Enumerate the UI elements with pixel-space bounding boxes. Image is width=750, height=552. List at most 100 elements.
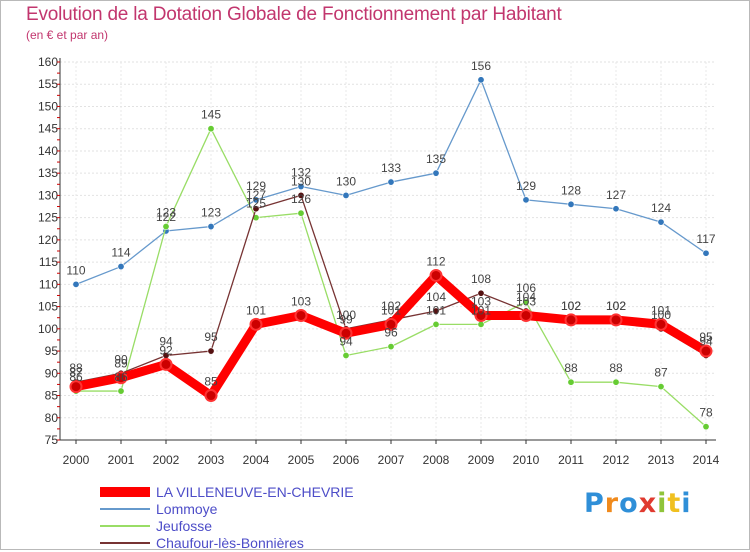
data-point [702,423,710,431]
data-label: 86 [114,370,128,384]
data-label: 104 [516,290,536,304]
data-point [519,308,533,322]
data-label: 85 [204,375,218,389]
y-tick-label: 135 [38,166,58,180]
y-tick-label: 100 [38,322,58,336]
data-label: 127 [606,188,626,202]
data-point [117,263,125,271]
data-label: 122 [156,210,176,224]
legend-swatch [100,487,150,497]
data-label: 130 [336,174,356,188]
data-label: 96 [384,326,398,340]
data-label: 135 [426,152,446,166]
data-label: 124 [651,201,671,215]
y-tick-label: 155 [38,77,58,91]
x-tick-label: 2011 [558,453,584,467]
data-point [204,389,218,403]
data-point [342,191,350,199]
data-point [159,357,173,371]
data-point [474,308,488,322]
series-layer [69,76,713,431]
legend-label: Lommoye [156,501,218,517]
legend-swatch [100,542,150,544]
data-point [207,223,215,231]
legend-swatch [100,525,150,527]
x-tick-label: 2003 [198,453,225,467]
chart-subtitle: (en € et par an) [26,28,109,42]
x-tick-label: 2002 [153,453,180,467]
chart-title: Evolution de la Dotation Globale de Fonc… [26,4,562,25]
data-point [432,320,440,328]
data-point [162,223,170,231]
data-point [612,205,620,213]
y-tick-label: 150 [38,99,58,113]
data-label: 133 [381,161,401,175]
data-label: 103 [516,294,536,308]
data-label: 95 [699,330,713,344]
data-point [207,125,215,133]
data-label: 129 [516,179,536,193]
logo-letter: o [619,488,639,519]
data-label: 92 [159,343,173,357]
y-tick-label: 120 [38,233,58,247]
x-tick-label: 2006 [333,453,360,467]
x-tick-label: 2009 [468,453,495,467]
data-point [387,178,395,186]
data-label: 106 [516,281,536,295]
data-point [249,317,263,331]
data-label: 110 [66,263,85,277]
data-point [567,200,575,208]
y-tick-label: 90 [45,366,59,380]
data-label: 156 [471,59,491,73]
data-point [117,387,125,395]
data-point [342,352,350,360]
data-point [339,326,353,340]
data-label: 102 [561,299,581,313]
data-point [252,196,260,204]
data-point [69,380,83,394]
data-label: 99 [339,312,353,326]
data-label: 101 [381,303,401,317]
data-point [609,313,623,327]
legend-label: Jeufosse [156,518,213,534]
data-label: 103 [471,294,491,308]
data-label: 114 [111,246,130,260]
logo-letter: P [584,488,605,519]
data-label: 123 [156,206,176,220]
data-label: 88 [69,361,83,375]
data-point [654,317,668,331]
data-point [114,371,128,385]
data-label: 108 [471,272,491,286]
data-label: 94 [699,335,713,349]
data-label: 101 [426,303,446,317]
data-label: 86 [69,370,83,384]
data-label: 89 [114,357,128,371]
data-label: 102 [606,299,626,313]
y-tick-label: 110 [39,277,58,291]
data-label: 102 [606,299,626,313]
logo-letter: x [638,488,658,519]
data-label: 88 [609,361,623,375]
data-point [567,378,575,386]
x-tick-label: 2014 [693,453,720,467]
y-tick-label: 80 [45,411,59,425]
data-label: 94 [159,335,173,349]
data-label: 100 [651,308,671,322]
data-label: 88 [564,361,578,375]
data-point [387,343,395,351]
data-label: 117 [696,232,715,246]
legend-swatch [100,508,150,510]
y-tick-label: 145 [38,122,58,136]
data-point [522,196,530,204]
data-label: 123 [201,206,221,220]
data-label: 132 [291,166,311,180]
data-label: 112 [426,254,445,268]
data-point [294,308,308,322]
data-point [297,191,305,199]
data-label: 94 [339,335,353,349]
data-label: 102 [381,299,401,313]
data-label: 101 [651,303,671,317]
logo-letter: r [604,488,620,519]
